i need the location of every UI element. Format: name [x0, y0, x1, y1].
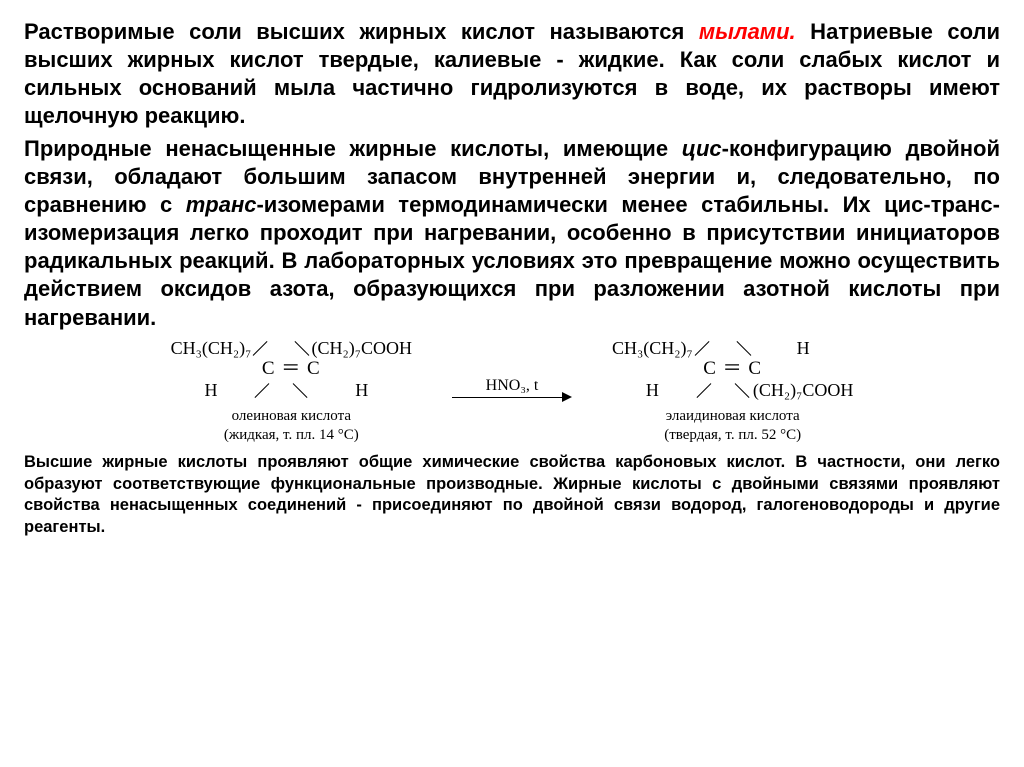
struct-label: H: [201, 380, 221, 401]
struct-label: CH₃(CH₂)₇: [612, 338, 693, 359]
molecule-elaidic: CH₃(CH₂)₇ H C ＝ C H (CH₂)₇COOH элаидинов…: [612, 338, 853, 445]
text-run: Растворимые соли высших жирных кислот на…: [24, 19, 699, 44]
arrow-icon: [452, 389, 572, 405]
struct-label: (CH₂)₇COOH: [311, 338, 412, 359]
struct-label: (CH₂)₇COOH: [753, 380, 854, 401]
paragraph-isomerization: Природные ненасыщенные жирные кислоты, и…: [24, 135, 1000, 332]
bond-icon: [251, 338, 271, 358]
molecule-oleic: CH₃(CH₂)₇ (CH₂)₇COOH C ＝ C H H олеиновая…: [171, 338, 412, 445]
text-italic-trans: транс: [186, 192, 257, 217]
text-italic-cis: цис: [682, 136, 722, 161]
paragraph-properties: Высшие жирные кислоты проявляют общие хи…: [24, 452, 1000, 538]
molecule-label: элаидиновая кислота (твердая, т. пл. 52 …: [612, 407, 853, 445]
struct-label: H: [793, 338, 813, 359]
bond-icon: [733, 381, 753, 401]
reaction-arrow: HNO₃, t: [452, 377, 572, 405]
molecule-label: олеиновая кислота (жидкая, т. пл. 14 °C): [171, 407, 412, 445]
bond-icon: [693, 381, 713, 401]
struct-label: CH₃(CH₂)₇: [171, 338, 252, 359]
bond-icon: [733, 338, 753, 358]
struct-label: H: [352, 380, 372, 401]
bond-icon: [251, 381, 271, 401]
double-bond: C ＝ C: [703, 358, 762, 380]
text-highlight-soap: мылами.: [699, 19, 796, 44]
paragraph-soaps: Растворимые соли высших жирных кислот на…: [24, 18, 1000, 131]
reaction-diagram: CH₃(CH₂)₇ (CH₂)₇COOH C ＝ C H H олеиновая…: [24, 338, 1000, 445]
bond-icon: [291, 381, 311, 401]
text-run: Природные ненасыщенные жирные кислоты, и…: [24, 136, 682, 161]
double-bond: C ＝ C: [262, 358, 321, 380]
bond-icon: [291, 338, 311, 358]
bond-icon: [693, 338, 713, 358]
struct-label: H: [642, 380, 662, 401]
